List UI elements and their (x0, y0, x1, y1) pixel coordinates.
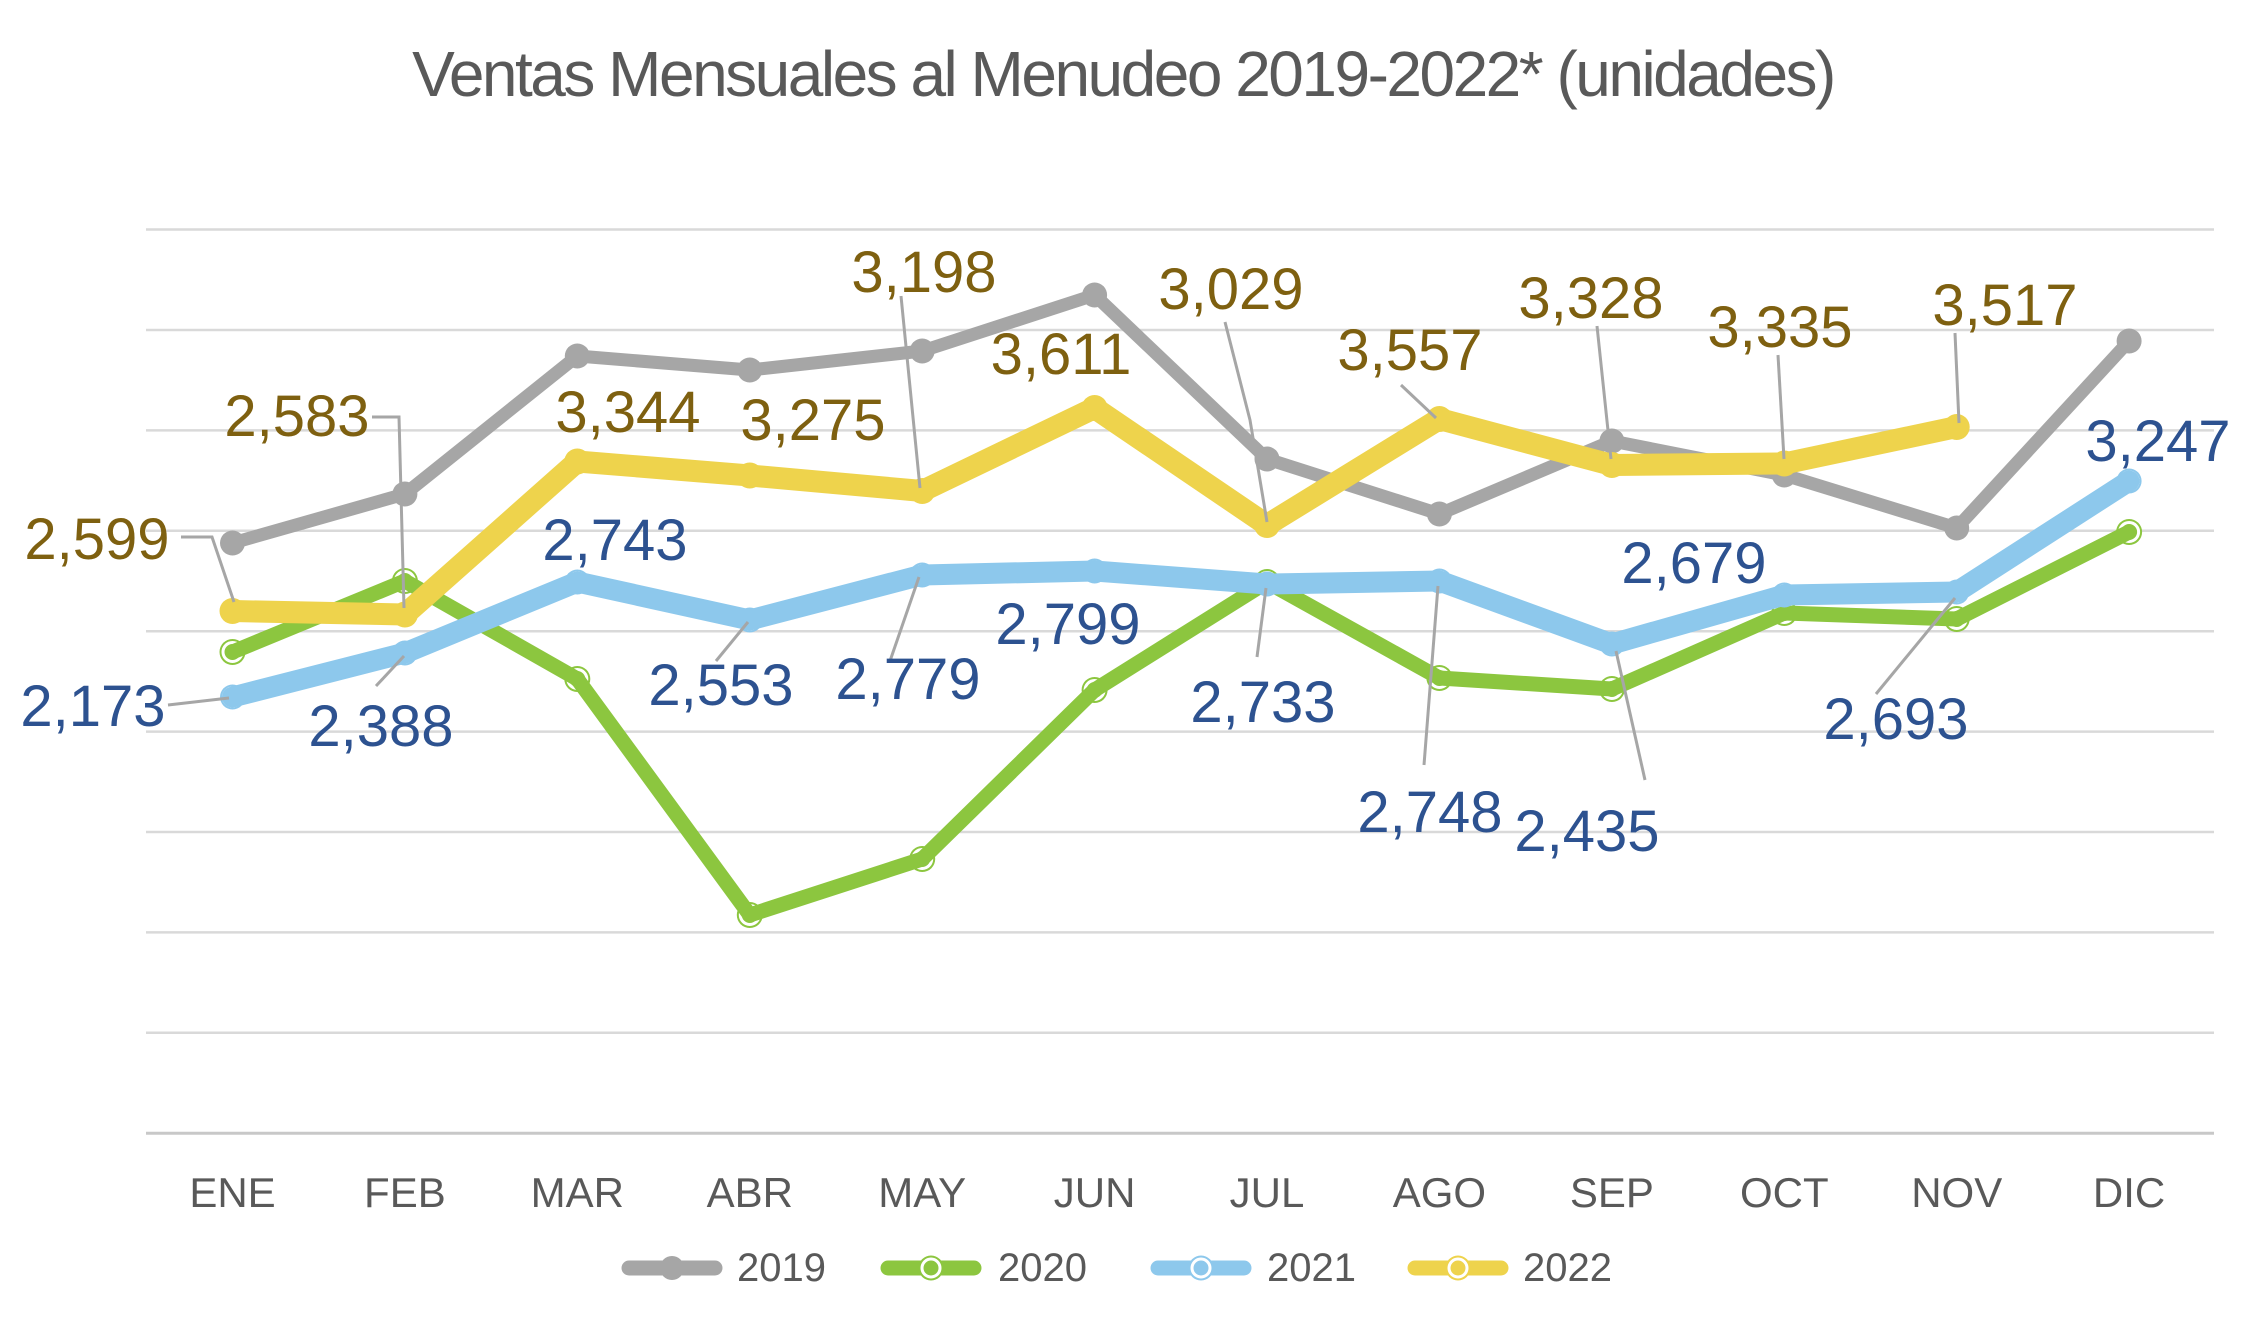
svg-text:3,029: 3,029 (1158, 257, 1303, 322)
svg-text:3,198: 3,198 (851, 240, 996, 305)
svg-text:2,743: 2,743 (542, 508, 687, 573)
svg-text:2020: 2020 (998, 1246, 1087, 1290)
svg-text:2,679: 2,679 (1621, 531, 1766, 596)
svg-text:OCT: OCT (1740, 1169, 1829, 1216)
svg-text:ENE: ENE (189, 1169, 275, 1216)
svg-text:3,247: 3,247 (2085, 409, 2230, 474)
svg-text:Ventas Mensuales al Menudeo 20: Ventas Mensuales al Menudeo 2019-2022* (… (412, 38, 1834, 110)
svg-text:AGO: AGO (1393, 1169, 1486, 1216)
svg-text:2,435: 2,435 (1514, 799, 1659, 864)
svg-text:2,733: 2,733 (1190, 670, 1335, 735)
svg-text:MAR: MAR (531, 1169, 624, 1216)
svg-text:2019: 2019 (737, 1246, 826, 1290)
svg-text:2,799: 2,799 (995, 592, 1140, 657)
svg-text:3,335: 3,335 (1707, 295, 1852, 360)
svg-text:2,599: 2,599 (24, 507, 169, 572)
svg-text:DIC: DIC (2093, 1169, 2165, 1216)
svg-text:2,748: 2,748 (1357, 780, 1502, 845)
svg-text:3,557: 3,557 (1337, 318, 1482, 383)
svg-text:3,275: 3,275 (740, 388, 885, 453)
svg-text:NOV: NOV (1911, 1169, 2002, 1216)
svg-text:3,328: 3,328 (1518, 266, 1663, 331)
svg-text:3,517: 3,517 (1932, 273, 2077, 338)
svg-text:2022: 2022 (1523, 1246, 1612, 1290)
svg-text:ABR: ABR (707, 1169, 793, 1216)
svg-text:JUN: JUN (1054, 1169, 1136, 1216)
svg-text:2,583: 2,583 (224, 384, 369, 449)
svg-text:FEB: FEB (364, 1169, 446, 1216)
svg-text:SEP: SEP (1570, 1169, 1654, 1216)
svg-text:3,344: 3,344 (555, 380, 700, 445)
svg-text:3,611: 3,611 (991, 322, 1132, 387)
svg-text:2,693: 2,693 (1823, 687, 1968, 752)
svg-text:MAY: MAY (878, 1169, 966, 1216)
svg-text:2,553: 2,553 (648, 653, 793, 718)
svg-text:2,388: 2,388 (308, 694, 453, 759)
svg-text:2,779: 2,779 (835, 647, 980, 712)
svg-text:JUL: JUL (1230, 1169, 1305, 1216)
svg-text:2,173: 2,173 (20, 674, 165, 739)
svg-text:2021: 2021 (1267, 1246, 1356, 1290)
